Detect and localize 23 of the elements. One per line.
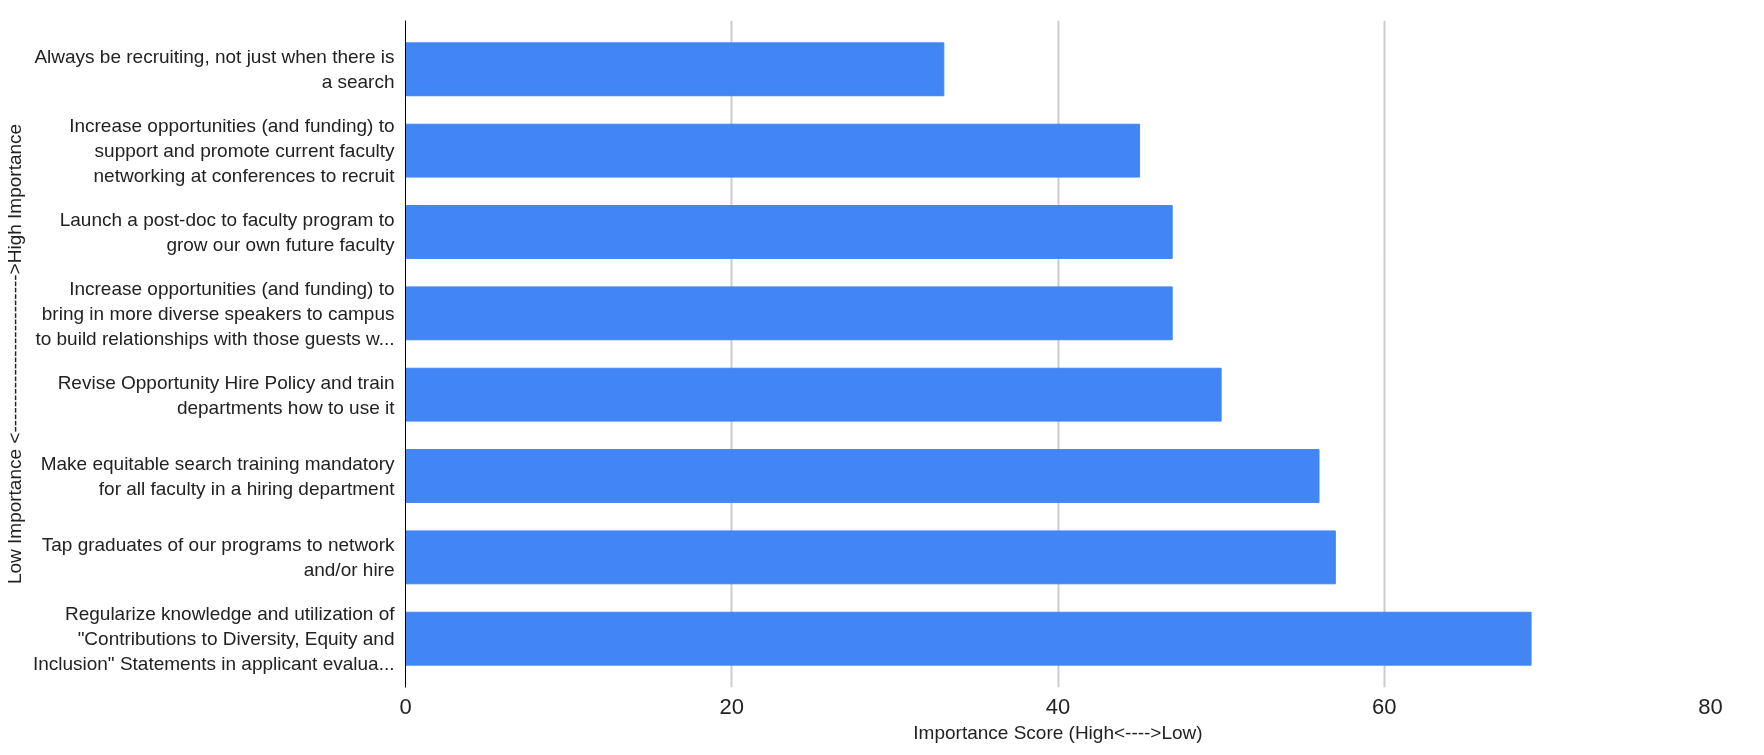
y-tick-label: Increase opportunities (and funding) to bring in more diverse speakers to campus to build relationships with those guests w... xyxy=(35,277,395,350)
y-tick-label: Make equitable search training mandatory for all faculty in a hiring department xyxy=(40,452,396,500)
x-tick-label: 20 xyxy=(719,693,744,719)
y-axis-title: Low Importance <------------------------->High Importance xyxy=(3,123,25,585)
x-tick-label: 60 xyxy=(1372,693,1397,719)
bar xyxy=(405,449,1320,503)
y-tick-label: Always be recruiting, not just when there is a search xyxy=(34,46,395,93)
y-tick-label: Tap graduates of our programs to network and/or hire xyxy=(41,534,395,581)
bar xyxy=(405,286,1173,341)
y-tick-label: Regularize knowledge and utilization of "Contributions to Diversity, Equity and Inclusion" Statements in applicant evalua... xyxy=(32,603,396,675)
bar xyxy=(405,205,1173,259)
y-tick-label: Launch a post-doc to faculty program to grow our own future faculty xyxy=(59,208,395,256)
bar xyxy=(405,42,945,97)
x-axis-title: Importance Score (High<---->Low) xyxy=(913,721,1203,743)
x-tick-label: 80 xyxy=(1698,693,1723,719)
x-tick-label: 40 xyxy=(1045,693,1071,719)
y-tick-label: Revise Opportunity Hire Policy and train departments how to use it xyxy=(57,371,396,418)
bar xyxy=(405,123,1141,178)
x-tick-label: 0 xyxy=(399,693,412,719)
bar xyxy=(405,367,1222,422)
bar xyxy=(405,611,1532,666)
y-tick-label: Increase opportunities (and funding) to support and promote current faculty networking at conferences to recruit xyxy=(69,114,396,187)
bar xyxy=(405,530,1336,585)
